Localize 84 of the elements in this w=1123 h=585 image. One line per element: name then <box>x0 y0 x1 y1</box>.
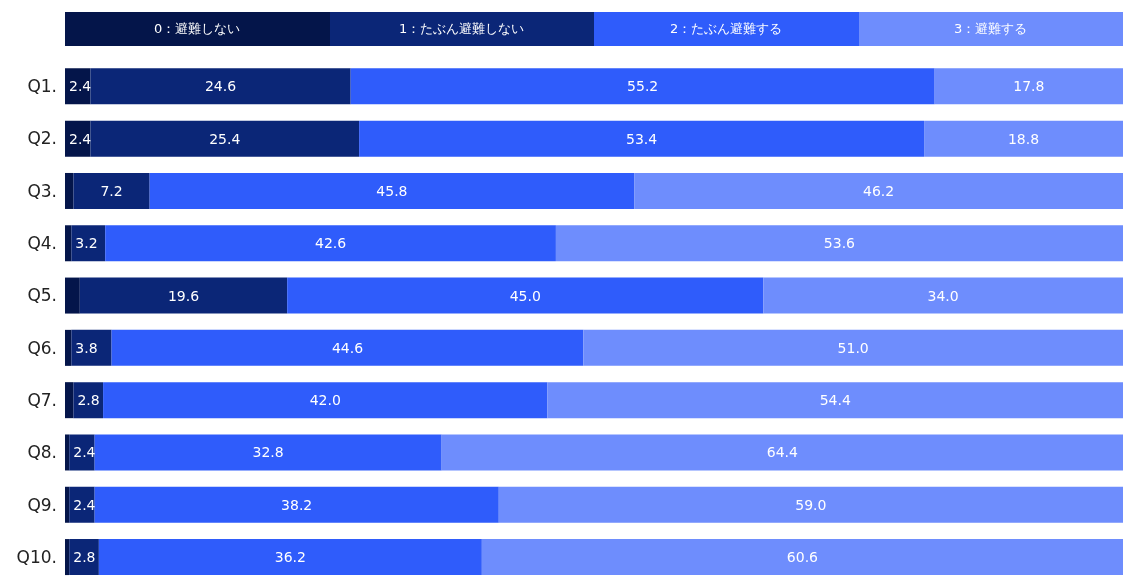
bar <box>149 172 635 209</box>
bar <box>350 68 935 105</box>
bar <box>287 277 764 314</box>
bar <box>924 120 1123 157</box>
bar <box>65 277 80 314</box>
bar <box>90 120 360 157</box>
y-tick-label: Q9. <box>27 494 57 515</box>
data-label: 45.0 <box>509 287 541 304</box>
y-tick-label: Q1. <box>27 76 57 97</box>
data-label: 17.8 <box>1013 78 1045 95</box>
data-label: 54.4 <box>819 392 851 409</box>
bar <box>69 486 95 523</box>
data-label: 38.2 <box>281 496 313 513</box>
bar <box>441 434 1123 471</box>
bar <box>359 120 925 157</box>
bar <box>94 486 499 523</box>
data-label: 2.8 <box>77 392 100 409</box>
data-label: 51.0 <box>837 339 869 356</box>
data-label: 53.6 <box>823 235 856 252</box>
bar <box>71 225 106 262</box>
data-label: 19.6 <box>167 287 200 304</box>
bar <box>111 329 584 366</box>
bar <box>65 225 72 262</box>
data-label: 42.6 <box>314 235 347 252</box>
bar <box>90 68 351 105</box>
data-label: 64.4 <box>766 444 798 461</box>
bar <box>65 329 72 366</box>
bar <box>71 329 112 366</box>
y-tick-label: Q10. <box>16 546 57 567</box>
data-label: 2.4 <box>73 444 96 461</box>
y-tick-label: Q3. <box>27 180 57 201</box>
data-label: 36.2 <box>274 549 306 566</box>
bar <box>105 225 556 262</box>
data-label: 2.4 <box>69 130 92 147</box>
bar <box>583 329 1123 366</box>
data-label: 25.4 <box>209 130 241 147</box>
bar <box>481 539 1123 576</box>
data-label: 18.8 <box>1007 130 1040 147</box>
bar <box>555 225 1123 262</box>
text: 1：たぶん避難しない <box>329 12 594 46</box>
data-label: 2.8 <box>73 549 96 566</box>
text: 2：たぶん避難する <box>594 12 859 46</box>
data-label: 44.6 <box>331 339 364 356</box>
data-label: 42.0 <box>309 392 341 409</box>
bar <box>94 434 442 471</box>
bar <box>73 382 104 419</box>
data-label: 2.4 <box>69 78 92 95</box>
data-label: 2.4 <box>73 496 96 513</box>
data-label: 34.0 <box>927 287 959 304</box>
y-tick-label: Q5. <box>27 285 57 306</box>
bar <box>934 68 1123 105</box>
data-label: 24.6 <box>204 78 237 95</box>
bar <box>103 382 548 419</box>
y-tick-label: Q7. <box>27 389 57 410</box>
data-label: 45.8 <box>376 182 408 199</box>
bar <box>69 539 99 576</box>
bar <box>73 172 150 209</box>
bar <box>547 382 1123 419</box>
bar <box>65 382 74 419</box>
data-label: 59.0 <box>795 496 827 513</box>
bar <box>763 277 1123 314</box>
bar <box>634 172 1123 209</box>
bar <box>65 434 70 471</box>
data-label: 3.2 <box>75 235 98 252</box>
data-label: 46.2 <box>863 182 895 199</box>
data-label: 53.4 <box>626 130 658 147</box>
y-tick-label: Q4. <box>27 233 57 254</box>
data-label: 55.2 <box>627 78 659 95</box>
data-label: 3.8 <box>75 339 98 356</box>
bar <box>65 486 70 523</box>
bar <box>98 539 482 576</box>
data-label: 32.8 <box>252 444 284 461</box>
y-tick-label: Q2. <box>27 128 57 149</box>
y-tick-label: Q6. <box>27 337 57 358</box>
bar <box>65 539 70 576</box>
bar <box>65 172 74 209</box>
text: 3：避難する <box>858 12 1123 46</box>
data-label: 60.6 <box>786 549 819 566</box>
data-label: 7.2 <box>100 182 123 199</box>
y-tick-label: Q8. <box>27 442 57 463</box>
text: 0：避難しない <box>65 12 330 46</box>
bar <box>498 486 1123 523</box>
bar <box>79 277 288 314</box>
bar <box>69 434 95 471</box>
